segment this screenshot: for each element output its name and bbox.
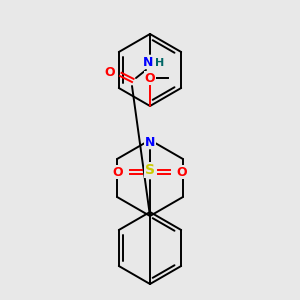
Text: O: O bbox=[145, 71, 155, 85]
Text: O: O bbox=[177, 166, 187, 178]
Text: N: N bbox=[145, 136, 155, 148]
Text: H: H bbox=[155, 58, 165, 68]
Text: O: O bbox=[105, 65, 115, 79]
Text: S: S bbox=[145, 163, 155, 177]
Text: N: N bbox=[143, 56, 153, 68]
Text: O: O bbox=[113, 166, 123, 178]
